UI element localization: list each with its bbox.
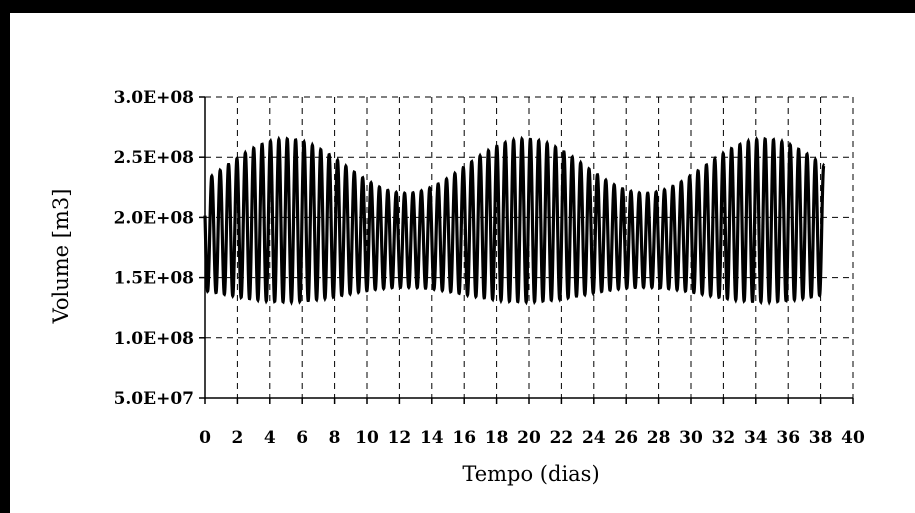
x-tick-label: 0 <box>199 428 211 448</box>
x-tick-label: 6 <box>296 428 308 448</box>
x-tick-label: 32 <box>712 428 736 448</box>
y-tick-label: 1.5E+08 <box>114 269 194 289</box>
y-tick-label: 2.5E+08 <box>114 148 194 168</box>
x-tick-label: 12 <box>388 428 412 448</box>
x-tick-label: 30 <box>679 428 703 448</box>
x-tick-label: 26 <box>614 428 638 448</box>
tick-labels: 0 2 4 6 8 10 12 14 16 18 20 22 24 26 28 30 32 34 36 38 405.0… <box>114 88 865 448</box>
x-tick-label: 34 <box>744 428 768 448</box>
y-tick-label: 2.0E+08 <box>114 208 194 228</box>
y-tick-label: 5.0E+07 <box>114 389 194 409</box>
x-tick-label: 2 <box>231 428 243 448</box>
x-tick-label: 22 <box>550 428 574 448</box>
x-tick-label: 28 <box>647 428 671 448</box>
x-tick-label: 4 <box>264 428 276 448</box>
volume-line <box>203 135 826 306</box>
x-tick-label: 20 <box>517 428 541 448</box>
x-tick-label: 36 <box>776 428 800 448</box>
x-tick-label: 24 <box>582 428 606 448</box>
y-tick-label: 1.0E+08 <box>114 329 194 349</box>
x-tick-label: 38 <box>809 428 833 448</box>
series-volume <box>203 135 826 306</box>
y-axis-label: Volume [m3] <box>49 189 73 325</box>
x-tick-label: 40 <box>841 428 865 448</box>
x-tick-label: 10 <box>355 428 379 448</box>
x-tick-label: 14 <box>420 428 444 448</box>
x-tick-label: 16 <box>452 428 476 448</box>
x-axis-label: Tempo (dias) <box>462 462 599 486</box>
x-tick-label: 8 <box>329 428 341 448</box>
y-tick-label: 3.0E+08 <box>114 88 194 108</box>
x-tick-label: 18 <box>485 428 509 448</box>
